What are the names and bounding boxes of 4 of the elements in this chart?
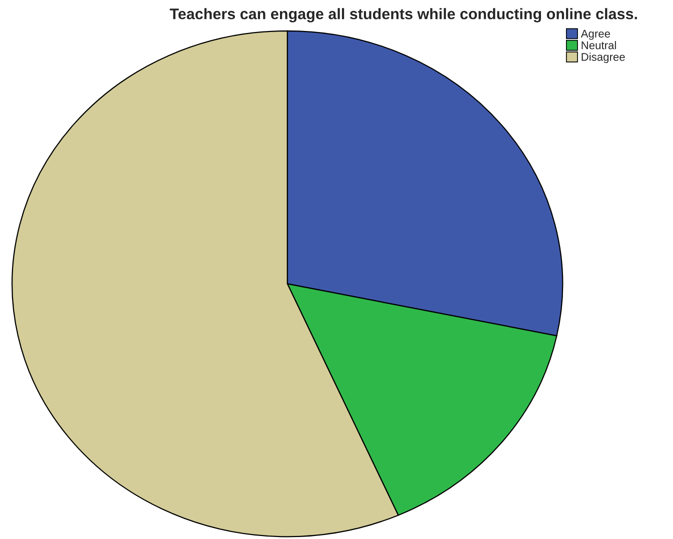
chart-title: Teachers can engage all students while conducting online class. [170,8,637,22]
legend-label: Agree [580,30,610,40]
legend-label: Neutral [582,41,616,50]
legend-label: Disagree [582,52,625,64]
